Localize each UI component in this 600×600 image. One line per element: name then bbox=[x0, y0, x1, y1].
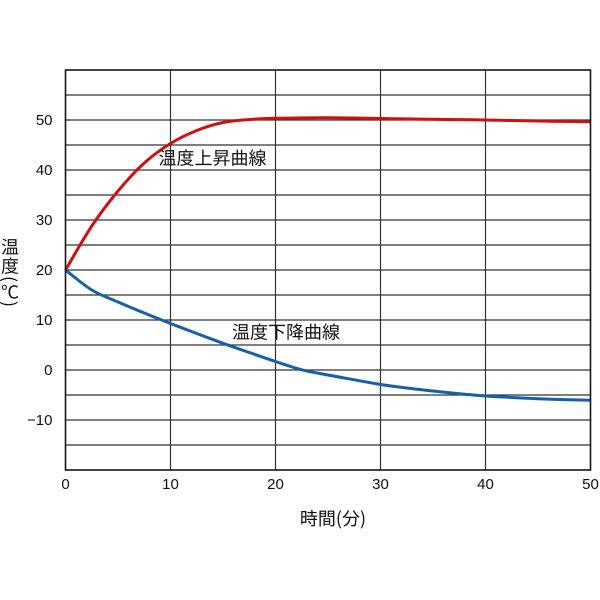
x-tick-label: 40 bbox=[477, 476, 494, 493]
y-tick-label: 20 bbox=[36, 262, 53, 279]
x-tick-label: 20 bbox=[267, 476, 284, 493]
plot-border bbox=[64, 69, 592, 471]
y-tick-label: 40 bbox=[36, 162, 53, 179]
x-axis-title: 時間(分) bbox=[300, 505, 366, 531]
y-tick-labels: −10 0 10 20 30 40 50 bbox=[27, 112, 52, 429]
y-tick-label: 10 bbox=[36, 312, 53, 329]
y-tick-label: 30 bbox=[36, 212, 53, 229]
series-curve-fall bbox=[64, 268, 591, 402]
curve-label-fall: 温度下降曲線 bbox=[232, 319, 340, 345]
y-axis-title-bracket: ) bbox=[0, 301, 23, 307]
x-tick-labels: 0 10 20 30 40 50 bbox=[61, 476, 599, 493]
series-curve-rise bbox=[64, 116, 591, 271]
y-tick-label: −10 bbox=[27, 412, 52, 429]
grid bbox=[65, 70, 591, 470]
y-axis-title-char: ℃ bbox=[1, 279, 19, 305]
y-tick-label: 50 bbox=[36, 112, 53, 129]
curve-label-rise: 温度上昇曲線 bbox=[159, 145, 267, 171]
y-axis-title: 温度(℃) bbox=[0, 234, 23, 308]
y-tick-label: 0 bbox=[44, 362, 52, 379]
x-tick-label: 50 bbox=[582, 476, 599, 493]
y-axis-title-char: 度 bbox=[1, 253, 19, 279]
x-tick-label: 0 bbox=[61, 476, 69, 493]
x-tick-label: 30 bbox=[372, 476, 389, 493]
x-tick-label: 10 bbox=[162, 476, 179, 493]
y-axis-title-char: 温 bbox=[1, 234, 19, 260]
y-axis-title-bracket: ( bbox=[0, 276, 23, 282]
